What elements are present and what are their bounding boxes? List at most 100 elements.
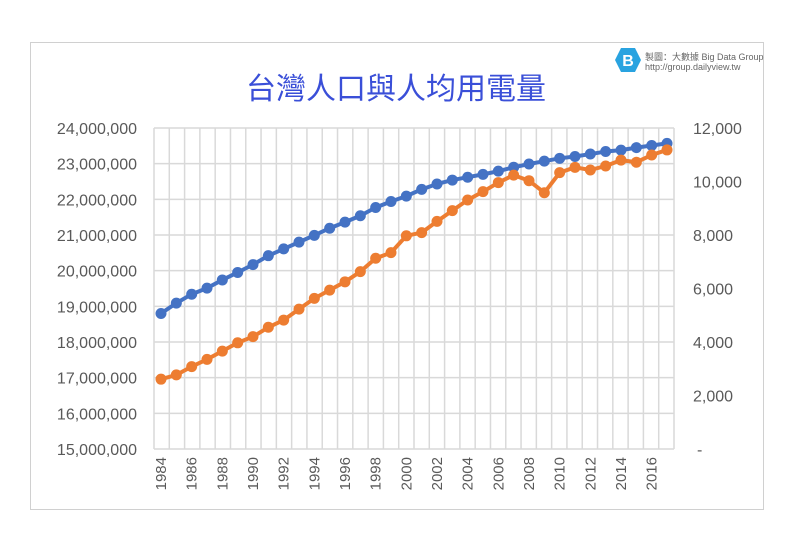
- data-point-0: [538, 155, 550, 167]
- data-point-0: [324, 222, 336, 234]
- data-point-0: [308, 229, 320, 241]
- data-point-0: [508, 161, 520, 173]
- data-point-1: [216, 345, 228, 357]
- data-point-0: [216, 274, 228, 286]
- y-left-tick-label: 21,000,000: [57, 228, 137, 245]
- data-point-1: [508, 169, 520, 181]
- series-line-0: [159, 141, 668, 316]
- y-left-tick-label: 19,000,000: [57, 299, 137, 316]
- data-point-1: [262, 321, 274, 333]
- y-right-tick-label: 6,000: [693, 282, 733, 299]
- data-point-1: [416, 227, 428, 239]
- data-point-1: [584, 164, 596, 176]
- chart-title: 台灣人口與人均用電量: [246, 72, 546, 107]
- data-point-1: [308, 292, 320, 304]
- data-point-0: [370, 202, 382, 214]
- y-right-tick-label: -: [697, 442, 702, 459]
- data-point-0: [446, 174, 458, 186]
- x-tick-label: 1986: [184, 457, 201, 490]
- data-point-0: [232, 266, 244, 278]
- x-tick-label: 1990: [245, 457, 262, 490]
- data-point-1: [186, 361, 198, 373]
- data-point-1: [600, 160, 612, 172]
- x-tick-label: 2000: [398, 457, 415, 490]
- y-left-tick-label: 24,000,000: [57, 121, 137, 138]
- y-right-tick-label: 4,000: [693, 335, 733, 352]
- data-point-1: [385, 247, 397, 259]
- data-point-1: [492, 177, 504, 189]
- data-point-1: [324, 284, 336, 296]
- x-tick-label: 1994: [306, 457, 323, 490]
- data-point-1: [630, 156, 642, 168]
- data-point-0: [646, 139, 658, 151]
- data-point-0: [569, 151, 581, 163]
- y-left-tick-label: 16,000,000: [57, 406, 137, 423]
- data-point-0: [416, 183, 428, 195]
- x-tick-label: 1992: [276, 457, 293, 490]
- data-point-0: [262, 250, 274, 262]
- data-point-1: [354, 266, 366, 278]
- y-left-tick-label: 15,000,000: [57, 442, 137, 459]
- y-right-tick-label: 2,000: [693, 389, 733, 406]
- data-point-0: [354, 210, 366, 222]
- data-point-1: [278, 314, 290, 326]
- data-point-1: [400, 230, 412, 242]
- data-point-0: [600, 146, 612, 158]
- x-tick-label: 2012: [582, 457, 599, 490]
- data-point-1: [232, 337, 244, 349]
- data-point-1: [431, 215, 443, 227]
- data-point-1: [339, 276, 351, 288]
- data-point-0: [155, 307, 167, 319]
- y-right-tick-label: 10,000: [693, 175, 742, 192]
- data-point-1: [293, 303, 305, 315]
- data-point-0: [247, 259, 259, 271]
- data-point-1: [569, 161, 581, 173]
- data-point-1: [523, 175, 535, 187]
- data-point-0: [186, 288, 198, 300]
- data-point-1: [615, 154, 627, 166]
- y-left-tick-label: 18,000,000: [57, 335, 137, 352]
- data-point-0: [431, 178, 443, 190]
- x-tick-label: 2010: [552, 457, 569, 490]
- x-tick-label: 1998: [368, 457, 385, 490]
- data-point-1: [201, 353, 213, 365]
- data-point-1: [646, 149, 658, 161]
- data-point-1: [661, 144, 673, 156]
- data-point-1: [446, 205, 458, 217]
- data-point-0: [477, 168, 489, 180]
- data-point-0: [293, 236, 305, 248]
- data-point-0: [385, 195, 397, 207]
- data-point-1: [155, 373, 167, 385]
- data-point-0: [630, 142, 642, 154]
- data-point-0: [170, 297, 182, 309]
- data-point-1: [170, 369, 182, 381]
- x-tick-label: 2016: [644, 457, 661, 490]
- data-point-1: [554, 167, 566, 179]
- data-point-0: [462, 171, 474, 183]
- y-left-tick-label: 23,000,000: [57, 157, 137, 174]
- x-tick-label: 2006: [490, 457, 507, 490]
- credit-line-2: http://group.dailyview.tw: [645, 62, 741, 72]
- data-point-0: [400, 190, 412, 202]
- data-point-1: [462, 194, 474, 206]
- svg-text:B: B: [622, 53, 634, 70]
- x-tick-label: 1988: [214, 457, 231, 490]
- data-point-1: [538, 187, 550, 199]
- data-point-0: [339, 216, 351, 228]
- x-tick-label: 1984: [153, 457, 170, 490]
- data-point-0: [554, 152, 566, 164]
- x-tick-label: 2008: [521, 457, 538, 490]
- y-left-tick-label: 20,000,000: [57, 264, 137, 281]
- y-left-tick-label: 17,000,000: [57, 371, 137, 388]
- data-point-0: [492, 165, 504, 177]
- data-point-0: [523, 158, 535, 170]
- series-line-1: [160, 148, 668, 382]
- x-tick-label: 2002: [429, 457, 446, 490]
- data-point-0: [201, 282, 213, 294]
- data-point-0: [278, 243, 290, 255]
- y-right-tick-label: 8,000: [693, 228, 733, 245]
- y-right-tick-label: 12,000: [693, 121, 742, 138]
- data-point-0: [615, 144, 627, 156]
- y-left-tick-label: 22,000,000: [57, 192, 137, 209]
